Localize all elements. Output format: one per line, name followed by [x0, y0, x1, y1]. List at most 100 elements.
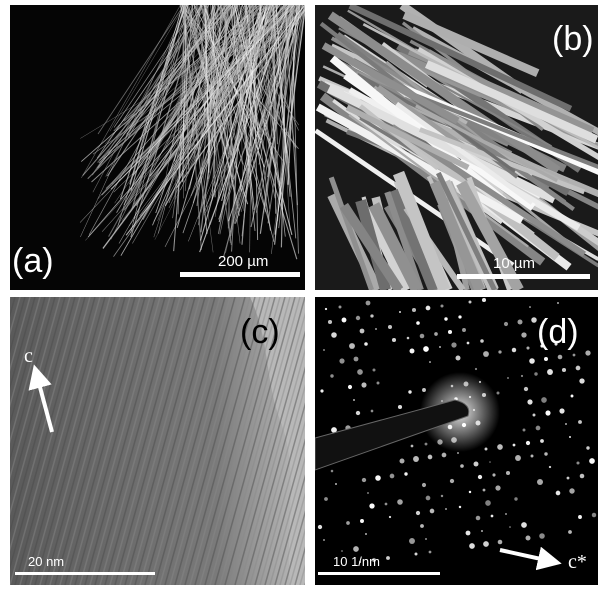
diffraction-spot — [531, 317, 537, 323]
diffraction-spot — [492, 473, 495, 476]
diffraction-spot — [512, 348, 516, 352]
diffraction-spot — [325, 308, 327, 310]
diffraction-spot — [481, 530, 483, 532]
scale-bar — [180, 272, 300, 277]
diffraction-spot — [469, 491, 471, 493]
diffraction-spot — [544, 452, 547, 455]
diffraction-spot — [576, 461, 579, 464]
diffraction-spot — [521, 522, 527, 528]
diffraction-spot — [586, 446, 589, 449]
diffraction-spot — [497, 444, 503, 450]
diffraction-spot — [441, 400, 443, 402]
diffraction-spot — [320, 389, 323, 392]
diffraction-spot — [568, 530, 572, 534]
diffraction-spot — [390, 474, 395, 479]
diffraction-spot — [451, 437, 457, 443]
diffraction-spot — [365, 533, 367, 535]
diffraction-spot — [475, 420, 480, 425]
diffraction-spot — [578, 515, 582, 519]
diffraction-spot — [592, 513, 596, 517]
diffraction-spot — [413, 456, 419, 462]
diffraction-spot — [565, 423, 567, 425]
diffraction-spot — [544, 357, 548, 361]
diffraction-spot — [515, 455, 521, 461]
diffraction-spot — [479, 381, 481, 383]
diffraction-spot — [474, 462, 479, 467]
diffraction-spot — [422, 388, 426, 392]
diffraction-spot — [364, 342, 368, 346]
diffraction-spot — [339, 358, 344, 363]
diffraction-spot — [521, 332, 526, 337]
diffraction-spot — [483, 541, 489, 547]
diffraction-spot — [339, 306, 342, 309]
diffraction-spot — [353, 546, 359, 552]
diffraction-spot — [523, 429, 526, 432]
diffraction-spot — [392, 338, 396, 342]
diffraction-spot — [549, 466, 551, 468]
diffraction-spot — [569, 436, 571, 438]
diffraction-spot — [445, 508, 447, 510]
diffraction-spot — [349, 343, 355, 349]
diffraction-spot — [485, 448, 488, 451]
diffraction-spot — [429, 361, 431, 363]
diffraction-spot — [469, 301, 472, 304]
diffraction-spot — [423, 346, 429, 352]
diffraction-spot — [356, 316, 360, 320]
diffraction-spot — [541, 397, 547, 403]
diffraction-spot — [457, 452, 459, 454]
diffraction-spot — [416, 321, 420, 325]
diffraction-spot — [348, 385, 352, 389]
diffraction-spot — [342, 318, 347, 323]
diffraction-spot — [475, 368, 477, 370]
diffraction-spot — [420, 524, 424, 528]
diffraction-spot — [539, 533, 545, 539]
diffraction-spot — [426, 496, 431, 501]
diffraction-spot — [547, 369, 553, 375]
panel-label: (a) — [12, 242, 54, 280]
diffraction-spot — [526, 441, 530, 445]
diffraction-spot — [353, 399, 355, 401]
diffraction-spot — [483, 489, 486, 492]
panel-label: (d) — [537, 313, 579, 351]
diffraction-spot — [451, 342, 456, 347]
diffraction-spot — [428, 455, 433, 460]
diffraction-spot — [467, 342, 470, 345]
diffraction-spot — [537, 479, 543, 485]
diffraction-spot — [482, 298, 486, 302]
diffraction-spot — [372, 368, 375, 371]
scale-bar-label: 20 nm — [28, 554, 64, 569]
diffraction-spot — [437, 439, 442, 444]
diffraction-spot — [422, 483, 426, 487]
diffraction-spot — [450, 479, 454, 483]
diffraction-spot — [318, 525, 322, 529]
scale-bar — [457, 274, 590, 279]
diffraction-spot — [357, 369, 363, 375]
scale-bar-label: 10 1/nm — [333, 554, 380, 569]
diffraction-spot — [585, 350, 590, 355]
diffraction-spot — [444, 317, 447, 320]
diffraction-spot — [367, 492, 369, 494]
diffraction-spot — [517, 319, 522, 324]
diffraction-spot — [557, 302, 559, 304]
diffraction-spot — [524, 387, 528, 391]
diffraction-spot — [536, 426, 541, 431]
scale-bar-label: 10 µm — [493, 255, 535, 272]
diffraction-spot — [529, 306, 531, 308]
diffraction-spot — [527, 399, 532, 404]
diffraction-spot — [489, 461, 491, 463]
diffraction-spot — [482, 393, 486, 397]
diffraction-spot — [526, 536, 531, 541]
diffraction-spot — [398, 405, 402, 409]
diffraction-spot — [331, 470, 334, 473]
diffraction-spot — [430, 509, 435, 514]
diffraction-spot — [460, 464, 464, 468]
diffraction-spot — [429, 551, 432, 554]
diffraction-spot — [576, 366, 581, 371]
diffraction-spot — [369, 503, 374, 508]
diffraction-spot — [498, 540, 503, 545]
diffraction-spot — [504, 322, 508, 326]
diffraction-spot — [399, 311, 401, 313]
diffraction-spot — [361, 382, 366, 387]
diffraction-spot — [411, 445, 414, 448]
diffraction-spot — [412, 308, 416, 312]
